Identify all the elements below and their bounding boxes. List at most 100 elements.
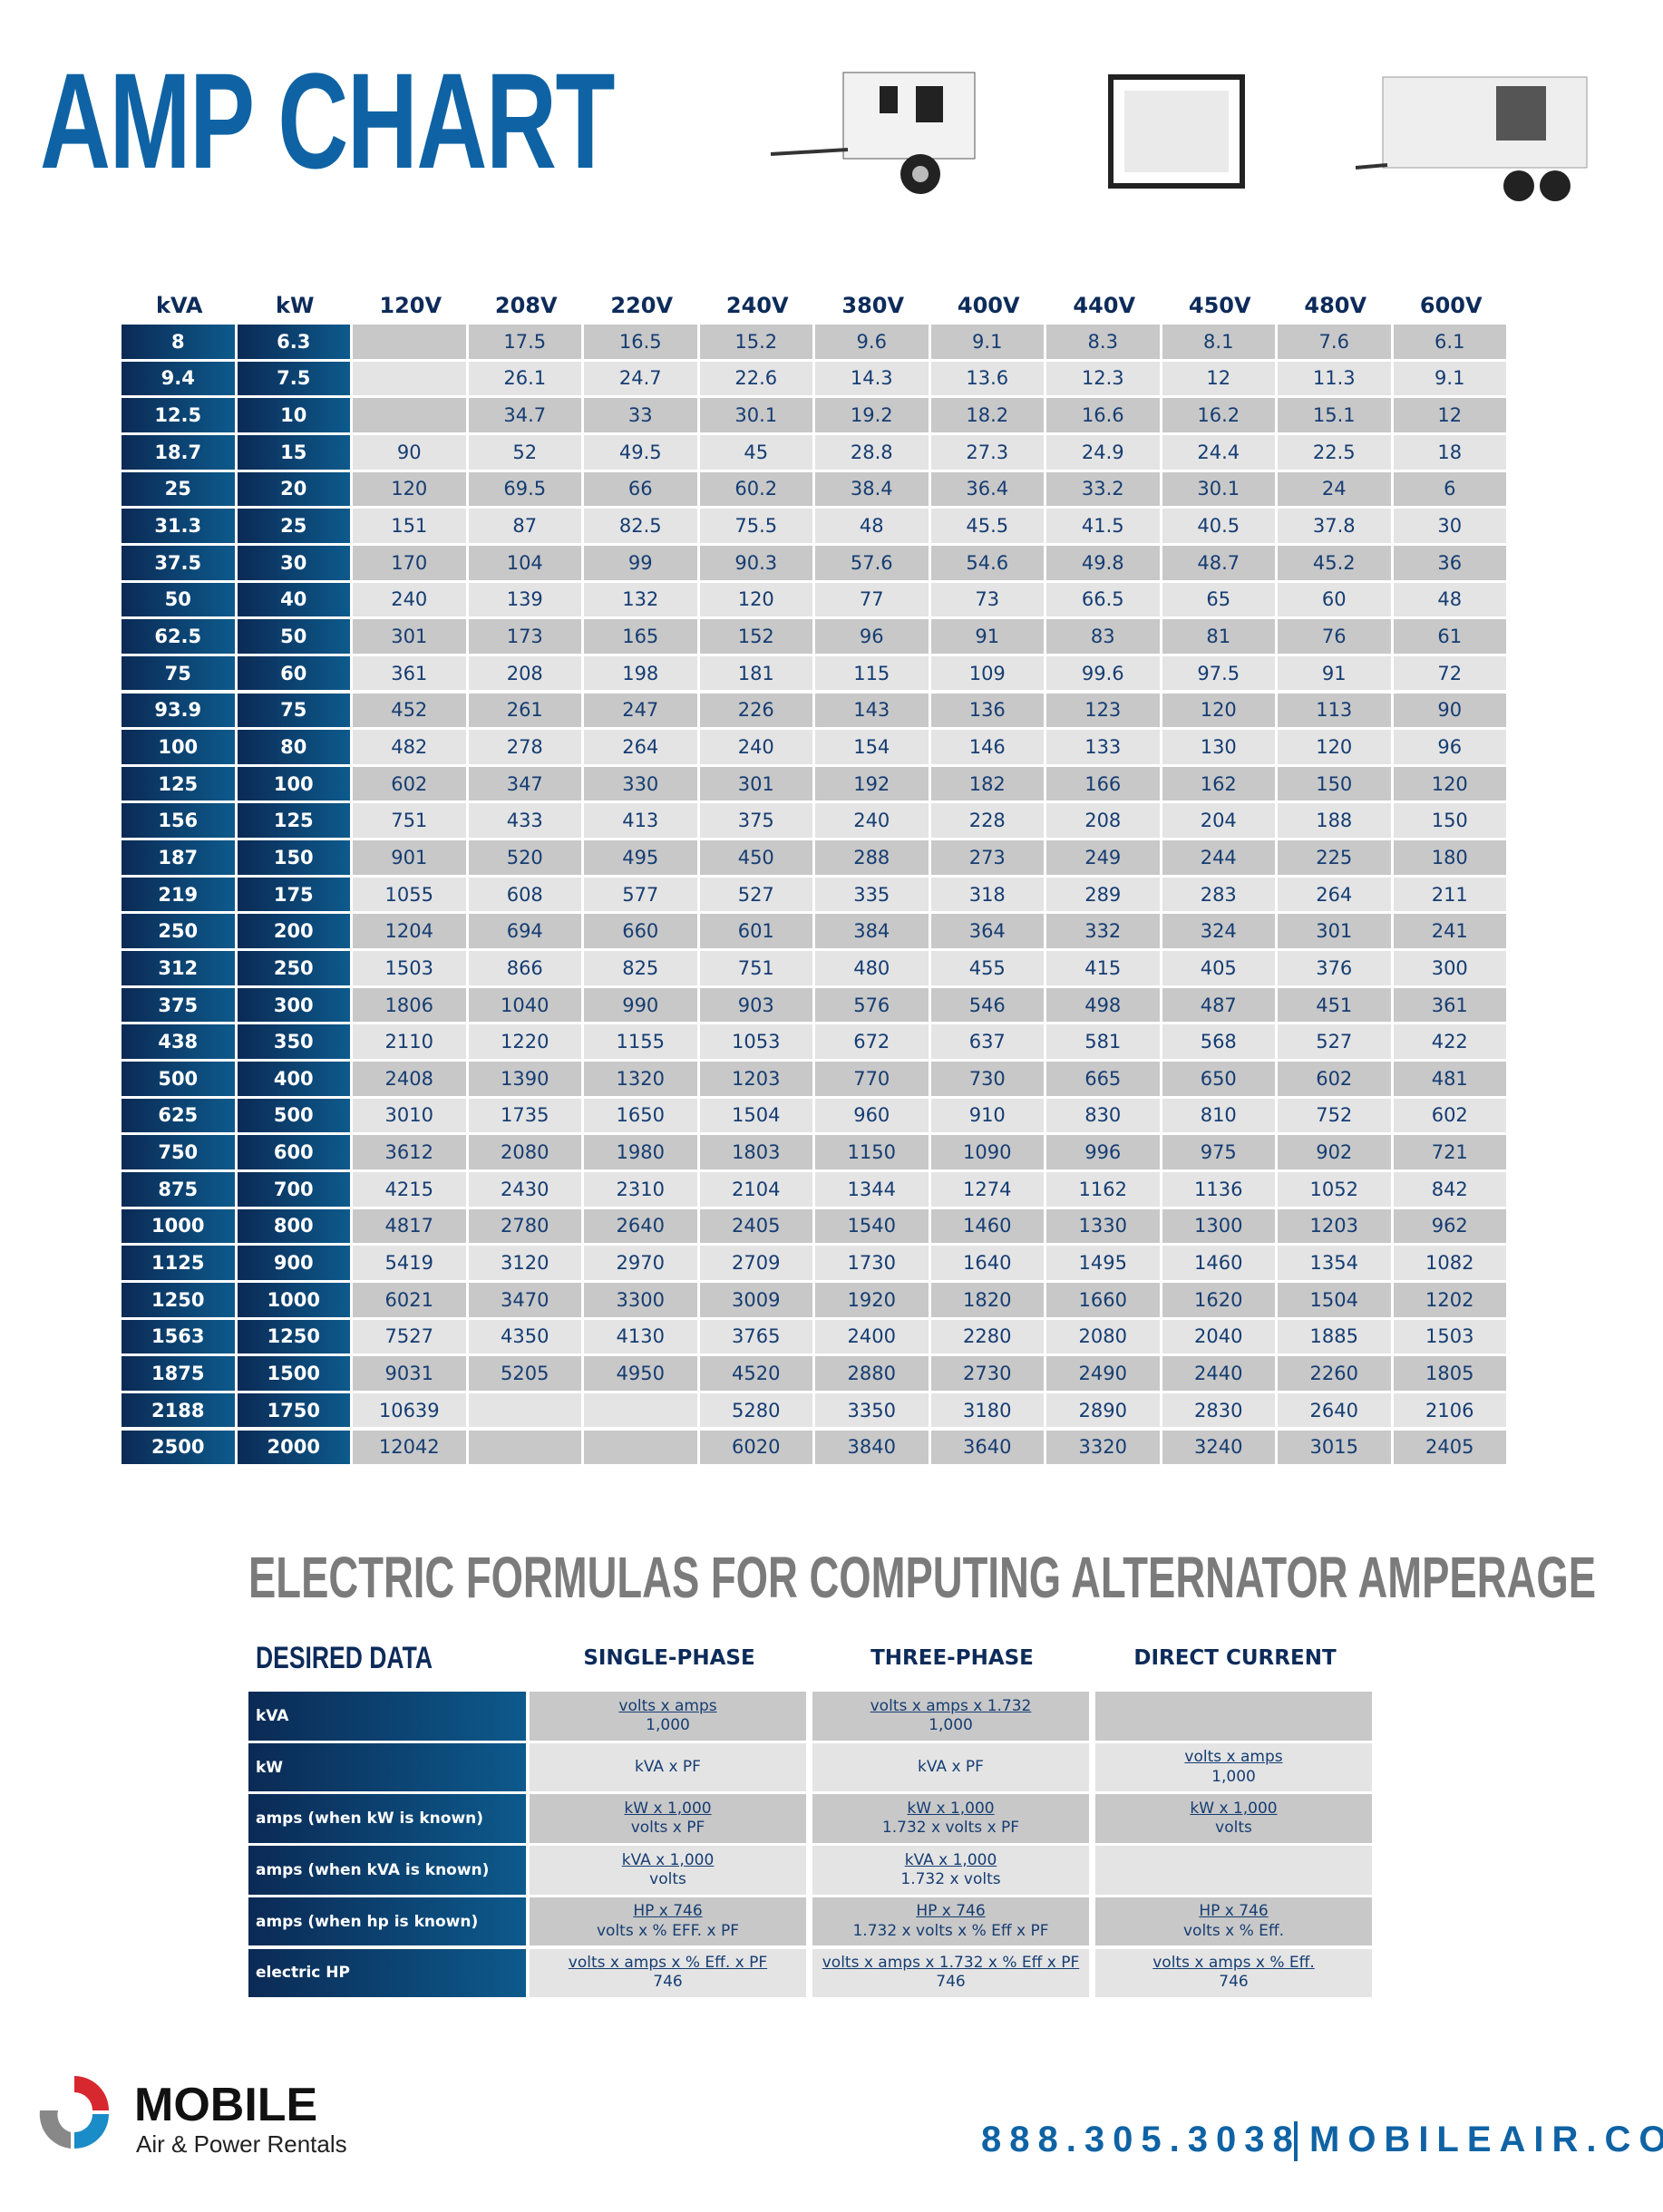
key-cell: 1000	[237, 1282, 350, 1317]
amp-cell: 1735	[468, 1098, 581, 1133]
row-label: electric HP	[248, 1948, 526, 1998]
amp-cell: 12	[1162, 361, 1275, 396]
towable-generator	[770, 72, 976, 194]
amp-cell: 87	[468, 509, 581, 543]
amp-cell: 52	[468, 434, 581, 470]
amp-cell: 602	[1278, 1062, 1391, 1096]
amp-cell: 38.4	[815, 471, 929, 507]
amp-cell: 1885	[1278, 1319, 1391, 1354]
amp-cell: 75.5	[699, 509, 812, 543]
formula-numerator: kVA x 1,000	[904, 1850, 997, 1869]
formula-cell: kVA x 1,000 1.732 x volts	[812, 1846, 1089, 1895]
amp-cell: 1082	[1393, 1246, 1506, 1280]
formula-cell: volts x amps x % Eff. x PF 746	[530, 1948, 806, 1998]
amp-cell: 901	[353, 840, 466, 875]
amp-cell: 1820	[930, 1282, 1044, 1317]
amp-cell: 975	[1162, 1135, 1275, 1169]
amp-cell: 132	[584, 582, 697, 617]
column-header: 240V	[725, 293, 789, 318]
amp-cell: 109	[930, 655, 1044, 691]
amp-cell: 115	[815, 655, 929, 691]
column-header: THREE-PHASE	[870, 1646, 1034, 1670]
amp-cell: 22.5	[1278, 434, 1391, 470]
formula-cell: kVA x PF	[812, 1742, 1089, 1792]
amp-cell: 1620	[1162, 1282, 1275, 1317]
amp-cell: 3015	[1278, 1430, 1391, 1465]
amp-cell: 608	[468, 877, 581, 912]
key-cell: 900	[237, 1246, 350, 1280]
amp-cell: 49.8	[1046, 545, 1160, 580]
key-cell: 30	[237, 545, 350, 580]
amp-cell: 1640	[930, 1246, 1044, 1280]
amp-cell: 60	[1278, 582, 1391, 617]
amp-cell: 1504	[1278, 1282, 1391, 1317]
amp-cell: 487	[1162, 987, 1275, 1023]
amp-cell: 180	[1393, 840, 1506, 875]
key-cell: 31.3	[122, 509, 235, 543]
amp-cell: 12042	[353, 1430, 466, 1465]
amp-cell: 301	[353, 619, 466, 654]
amp-cell: 198	[584, 655, 697, 691]
key-cell: 625	[122, 1098, 235, 1133]
amp-cell: 3009	[699, 1282, 812, 1317]
amp-cell: 825	[584, 951, 697, 985]
amp-cell: 2080	[1046, 1319, 1160, 1354]
amp-cell: 225	[1278, 840, 1391, 875]
amp-cell: 14.3	[815, 361, 929, 396]
amp-cell: 361	[353, 655, 466, 691]
amp-cell: 301	[699, 766, 812, 801]
formula-denominator: 1,000	[929, 1715, 973, 1734]
amp-cell: 188	[1278, 803, 1391, 839]
key-cell: 125	[237, 803, 350, 839]
amp-cell: 660	[584, 914, 697, 949]
amp-cell: 173	[468, 619, 581, 654]
brand-name: MOBILE	[134, 2079, 318, 2131]
formula-numerator: volts x amps x % Eff. x PF	[568, 1954, 768, 1973]
amp-cell: 15.1	[1278, 398, 1391, 432]
amp-cell: 2780	[468, 1208, 581, 1244]
amp-cell: 208	[1046, 803, 1160, 839]
amp-cell: 24	[1278, 471, 1391, 507]
amp-cell: 45	[699, 434, 812, 470]
column-header: 220V	[610, 293, 674, 318]
amp-cell: 66	[584, 471, 697, 507]
amp-cell: 6020	[699, 1430, 812, 1465]
amp-cell: 1504	[699, 1098, 812, 1133]
amp-cell: 1162	[1046, 1171, 1160, 1207]
amp-cell: 76	[1278, 619, 1391, 654]
key-cell: 8	[122, 325, 235, 359]
row-label: kW	[248, 1742, 526, 1792]
amp-cell: 480	[815, 951, 929, 985]
amp-cell: 33.2	[1046, 471, 1160, 507]
formula-numerator: HP x 746	[916, 1902, 986, 1921]
amp-cell: 18.2	[930, 398, 1044, 432]
amp-cell: 19.2	[815, 398, 929, 432]
amp-cell: 495	[584, 840, 697, 875]
row-label: kVA	[248, 1692, 526, 1741]
amp-cell: 361	[1393, 987, 1506, 1023]
amp-cell: 288	[815, 840, 929, 875]
amp-cell: 45.5	[930, 509, 1044, 543]
amp-cell	[584, 1430, 697, 1465]
amp-cell: 91	[930, 619, 1044, 654]
amp-cell: 751	[699, 951, 812, 985]
amp-cell: 8.3	[1046, 325, 1160, 359]
amp-cell: 289	[1046, 877, 1160, 912]
amp-cell: 1150	[815, 1135, 929, 1169]
amp-cell: 83	[1046, 619, 1160, 654]
trailer-generator	[1355, 76, 1588, 201]
amp-cell: 6021	[353, 1282, 466, 1317]
key-cell: 350	[237, 1024, 350, 1059]
amp-cell: 672	[815, 1024, 929, 1059]
formula-denominator: 746	[653, 1973, 683, 1992]
amp-cell: 249	[1046, 840, 1160, 875]
amp-cell: 120	[1278, 730, 1391, 764]
amp-cell: 1660	[1046, 1282, 1160, 1317]
formula-denominator: 746	[1219, 1973, 1249, 1992]
amp-cell: 7527	[353, 1319, 466, 1354]
formula-denominator: 1.732 x volts	[900, 1869, 1001, 1888]
amp-cell: 602	[1393, 1098, 1506, 1133]
phone: 888.305.3038	[981, 2120, 1301, 2159]
amp-cell: 208	[468, 655, 581, 691]
key-cell: 25	[237, 509, 350, 543]
